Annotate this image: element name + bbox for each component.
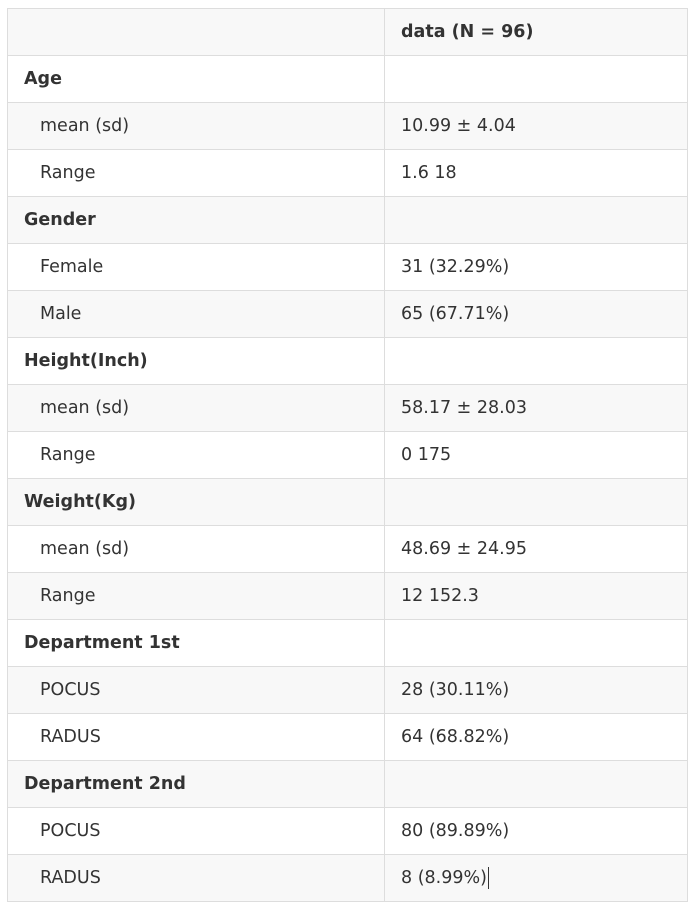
row-value: 48.69 ± 24.95 [384, 525, 688, 573]
row-value: 12 152.3 [384, 572, 688, 620]
table-row: Range 0 175 [7, 431, 688, 479]
row-value [384, 337, 688, 385]
row-value [384, 478, 688, 526]
row-value: 31 (32.29%) [384, 243, 688, 291]
row-label: mean (sd) [7, 525, 385, 573]
row-value-text: 8 (8.99%) [401, 868, 487, 888]
row-label: POCUS [7, 666, 385, 714]
table-row: mean (sd) 58.17 ± 28.03 [7, 384, 688, 432]
table-row-group: Age [7, 55, 688, 103]
row-label: Range [7, 572, 385, 620]
row-value: 0 175 [384, 431, 688, 479]
row-value-editing[interactable]: 8 (8.99%) [384, 854, 688, 902]
table-row: mean (sd) 10.99 ± 4.04 [7, 102, 688, 150]
table-row: Range 12 152.3 [7, 572, 688, 620]
table-row: Female 31 (32.29%) [7, 243, 688, 291]
header-cell-empty [7, 8, 385, 56]
table-row: mean (sd) 48.69 ± 24.95 [7, 525, 688, 573]
row-value: 80 (89.89%) [384, 807, 688, 855]
row-value: 64 (68.82%) [384, 713, 688, 761]
row-value: 10.99 ± 4.04 [384, 102, 688, 150]
row-value: 58.17 ± 28.03 [384, 384, 688, 432]
table-row: RADUS 64 (68.82%) [7, 713, 688, 761]
table-row: POCUS 28 (30.11%) [7, 666, 688, 714]
table-row-group: Department 2nd [7, 760, 688, 808]
row-value [384, 619, 688, 667]
table-row-group: Height(Inch) [7, 337, 688, 385]
table-row: Range 1.6 18 [7, 149, 688, 197]
text-cursor [487, 867, 489, 889]
summary-table: data (N = 96) Age mean (sd) 10.99 ± 4.04… [7, 8, 688, 902]
table-row: Male 65 (67.71%) [7, 290, 688, 338]
row-label: RADUS [7, 713, 385, 761]
table-row-group: Weight(Kg) [7, 478, 688, 526]
summary-table-container: data (N = 96) Age mean (sd) 10.99 ± 4.04… [7, 8, 688, 902]
row-value: 28 (30.11%) [384, 666, 688, 714]
row-value: 65 (67.71%) [384, 290, 688, 338]
row-label: Range [7, 149, 385, 197]
row-value [384, 55, 688, 103]
group-label: Department 1st [7, 619, 385, 667]
group-label: Department 2nd [7, 760, 385, 808]
table-row: POCUS 80 (89.89%) [7, 807, 688, 855]
row-label: Male [7, 290, 385, 338]
row-label: mean (sd) [7, 102, 385, 150]
row-value [384, 760, 688, 808]
row-label: POCUS [7, 807, 385, 855]
row-label: Female [7, 243, 385, 291]
table-row-group: Department 1st [7, 619, 688, 667]
table-row-group: Gender [7, 196, 688, 244]
group-label: Height(Inch) [7, 337, 385, 385]
group-label: Age [7, 55, 385, 103]
header-cell-data: data (N = 96) [384, 8, 688, 56]
row-label: mean (sd) [7, 384, 385, 432]
group-label: Gender [7, 196, 385, 244]
table-header-row: data (N = 96) [7, 8, 688, 56]
row-label: RADUS [7, 854, 385, 902]
row-label: Range [7, 431, 385, 479]
row-value: 1.6 18 [384, 149, 688, 197]
row-value [384, 196, 688, 244]
table-row: RADUS 8 (8.99%) [7, 854, 688, 902]
group-label: Weight(Kg) [7, 478, 385, 526]
table-body: Age mean (sd) 10.99 ± 4.04 Range 1.6 18 … [7, 55, 688, 902]
